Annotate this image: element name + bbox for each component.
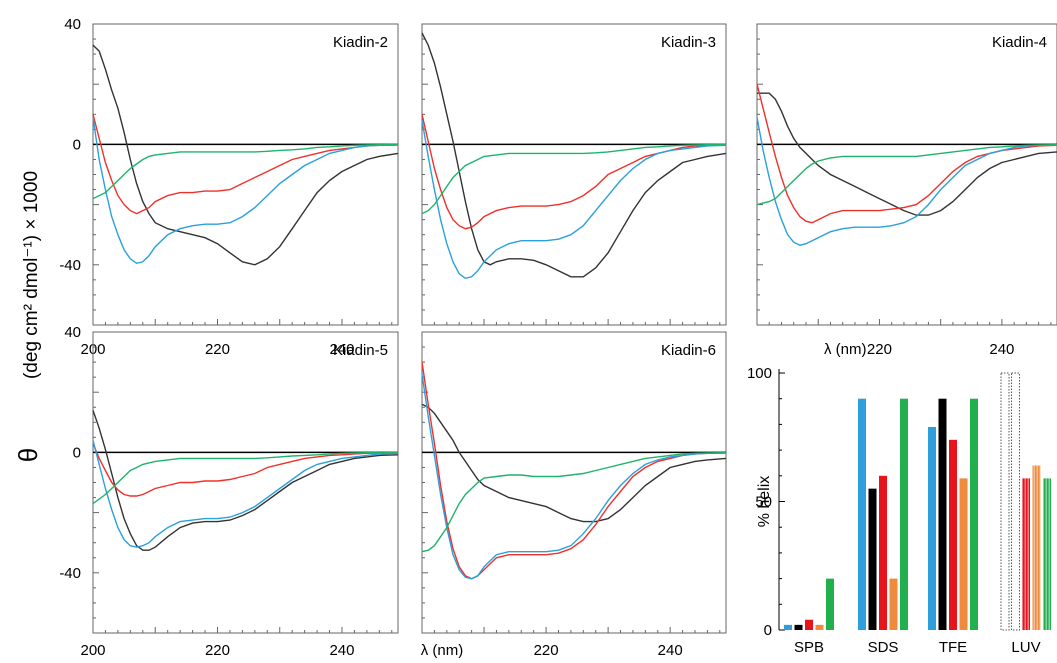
bar-category-label: SDS bbox=[868, 639, 899, 656]
panel-title: Kiadin-5 bbox=[333, 342, 388, 359]
bar-spb-bar_blue bbox=[784, 624, 792, 630]
x-tick-label: 220 bbox=[205, 642, 230, 659]
y-tick-label: -40 bbox=[59, 565, 81, 582]
bar-category-label: TFE bbox=[939, 639, 967, 656]
x-tick-label: 240 bbox=[329, 341, 354, 358]
bar-spb-bar_red bbox=[805, 619, 813, 630]
cd-panel-2: Kiadin-3 bbox=[421, 23, 727, 326]
spectrum-line-green bbox=[421, 452, 727, 553]
x-tick-label: 220 bbox=[205, 341, 230, 358]
y-axis-title: θ (deg cm² dmol⁻¹) × 1000 bbox=[13, 171, 43, 462]
spectrum-line-red bbox=[756, 84, 1057, 224]
spectrum-line-black bbox=[92, 410, 399, 551]
bar-sds-bar_blue bbox=[858, 398, 866, 630]
spectrum-line-red bbox=[92, 114, 399, 215]
bar-luv-bar_blue bbox=[1000, 372, 1010, 631]
bar-y-tick-label: 50 bbox=[755, 494, 772, 511]
panel-title: Kiadin-4 bbox=[992, 34, 1047, 51]
plot-frame bbox=[756, 23, 1057, 326]
y-tick-label: 40 bbox=[64, 324, 81, 341]
x-tick-label: 240 bbox=[329, 642, 354, 659]
bar-tfe-bar_red bbox=[949, 439, 957, 630]
bar-y-axis-label: % helix bbox=[756, 476, 773, 528]
bar-tfe-bar_green bbox=[970, 398, 978, 630]
bar-sds-bar_orange bbox=[889, 578, 898, 630]
helix-bar-chart: 0 50 100 % helix SPB SDS TFE LUV bbox=[747, 365, 1051, 656]
bar-sds-bar_red bbox=[879, 475, 887, 630]
x-axis-label: λ (nm) bbox=[421, 642, 464, 659]
spectrum-line-blue bbox=[92, 117, 399, 265]
bar-luv-bar_green bbox=[1043, 478, 1051, 630]
x-tick-label: 200 bbox=[80, 642, 105, 659]
bar-y-tick-label: 100 bbox=[747, 365, 772, 382]
y-tick-label: 40 bbox=[64, 16, 81, 33]
bar-sds-bar_black bbox=[868, 488, 877, 630]
spectrum-line-red bbox=[421, 361, 727, 580]
spectrum-line-black bbox=[92, 44, 399, 266]
bar-spb-bar_black bbox=[794, 624, 803, 630]
plot-frame bbox=[92, 331, 399, 634]
spectrum-line-black bbox=[757, 92, 1057, 216]
bar-spb-bar_green bbox=[826, 578, 834, 630]
cd-panel-4: Kiadin-5 40 0 -40 200 220 240 bbox=[59, 324, 399, 659]
bar-tfe-bar_blue bbox=[928, 426, 936, 630]
spectrum-line-blue bbox=[421, 373, 727, 580]
y-tick-label: 0 bbox=[73, 444, 81, 461]
spectrum-line-blue bbox=[92, 440, 399, 548]
x-tick-label: 220 bbox=[867, 341, 892, 358]
spectrum-line-red bbox=[92, 443, 399, 497]
spectrum-line-green bbox=[92, 451, 399, 505]
spectrum-line-blue bbox=[756, 117, 1057, 246]
cd-panels: Kiadin-2 40 0 -40 200 220 240 Kiadin-3 Kiadin-4 2… bbox=[59, 16, 1057, 659]
cd-panel-5: Kiadin-6 220 240 λ (nm) bbox=[421, 331, 727, 659]
spectrum-line-green bbox=[421, 143, 727, 215]
spectrum-line-black bbox=[421, 403, 727, 523]
spectrum-line-black bbox=[421, 32, 727, 278]
x-tick-label: 240 bbox=[989, 341, 1014, 358]
bar-tfe-bar_black bbox=[938, 398, 947, 630]
bar-spb-bar_orange bbox=[815, 624, 824, 630]
bar-category-label: SPB bbox=[794, 639, 824, 656]
bar-luv-bar_red bbox=[1022, 478, 1030, 630]
bar-y-tick-label: 0 bbox=[764, 622, 772, 639]
bar-luv-bar_black bbox=[1011, 372, 1020, 631]
plot-frame bbox=[421, 331, 727, 634]
plot-frame bbox=[92, 23, 399, 326]
bar-tfe-bar_orange bbox=[959, 478, 968, 630]
panel-title: Kiadin-3 bbox=[661, 34, 716, 51]
x-tick-label: 220 bbox=[534, 642, 559, 659]
panel-title: Kiadin-2 bbox=[333, 34, 388, 51]
spectrum-line-green bbox=[92, 143, 399, 200]
cd-panel-3: Kiadin-4 220 240 λ (nm) bbox=[756, 23, 1057, 358]
bar-sds-bar_green bbox=[900, 398, 908, 630]
y-axis-symbol: θ bbox=[13, 448, 43, 462]
x-axis-label: λ (nm) bbox=[824, 341, 867, 358]
panel-title: Kiadin-6 bbox=[661, 342, 716, 359]
spectrum-line-green bbox=[756, 144, 1057, 206]
plot-frame bbox=[421, 23, 727, 326]
bar-luv-bar_orange bbox=[1032, 465, 1041, 630]
x-tick-label: 240 bbox=[658, 642, 683, 659]
y-tick-label: -40 bbox=[59, 257, 81, 274]
bar-category-label: LUV bbox=[1011, 639, 1040, 656]
spectrum-line-blue bbox=[421, 120, 727, 280]
y-tick-label: 0 bbox=[73, 136, 81, 153]
y-axis-units: (deg cm² dmol⁻¹) × 1000 bbox=[21, 171, 42, 379]
